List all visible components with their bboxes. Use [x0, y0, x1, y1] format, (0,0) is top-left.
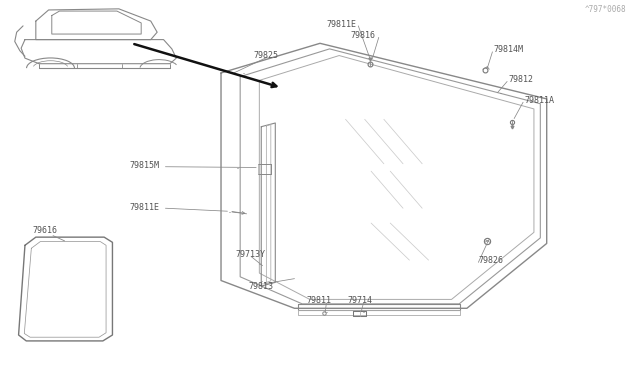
Text: 79714: 79714 [348, 296, 372, 305]
Text: 79811: 79811 [306, 296, 332, 305]
Text: ^797*0068: ^797*0068 [585, 5, 627, 14]
Text: 79815M: 79815M [129, 161, 159, 170]
Text: 79825: 79825 [253, 51, 278, 60]
Text: 79826: 79826 [478, 256, 504, 264]
Text: 79812: 79812 [508, 75, 533, 84]
Text: 79813: 79813 [248, 282, 273, 291]
Text: 79816: 79816 [350, 31, 375, 41]
Text: 79811E: 79811E [129, 203, 159, 212]
Text: 79814M: 79814M [493, 45, 524, 54]
Text: 79811E: 79811E [326, 20, 356, 29]
Text: 79616: 79616 [33, 227, 58, 235]
Text: 79713Y: 79713Y [236, 250, 266, 259]
Text: 79811A: 79811A [524, 96, 554, 105]
